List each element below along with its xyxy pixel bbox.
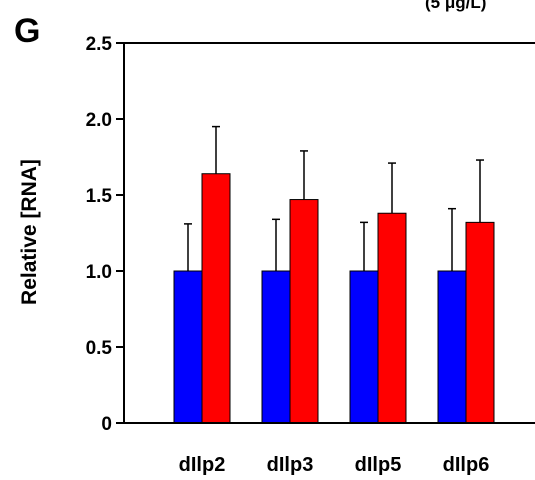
corner-annotation: (5 μg/L) (425, 0, 486, 12)
bar-dilp3-series-2 (289, 199, 319, 424)
error-bars-layer (184, 125, 484, 271)
category-label-dilp6: dIlp6 (443, 454, 490, 476)
panel-label: G (14, 12, 40, 50)
bar-dilp2-series-1 (173, 270, 203, 424)
bars-layer (173, 173, 495, 424)
y-tick-label: 1.5 (86, 186, 113, 207)
bar-dilp3-series-1 (261, 270, 291, 424)
axes-layer (116, 42, 535, 424)
x-category-labels: dIlp2 dIlp3 dIlp5 dIlp6 (179, 454, 490, 476)
category-label-dilp2: dIlp2 (179, 454, 226, 476)
y-tick-label: 2.5 (86, 34, 113, 55)
bar-dilp5-series-1 (349, 270, 379, 424)
y-ticks-layer: 0 0.5 1.0 1.5 2.0 2.5 (86, 34, 124, 435)
bar-dilp6-series-1 (437, 270, 467, 424)
category-label-dilp5: dIlp5 (355, 454, 402, 476)
y-tick-label: 1.0 (86, 262, 112, 283)
y-tick-label: 2.0 (86, 110, 112, 131)
y-tick-label: 0.5 (86, 338, 113, 359)
bar-dilp5-series-2 (377, 212, 407, 424)
y-axis-title: Relative [RNA] (18, 159, 41, 305)
bar-dilp6-series-2 (465, 221, 495, 424)
bar-dilp2-series-2 (201, 173, 231, 424)
category-label-dilp3: dIlp3 (267, 454, 314, 476)
y-tick-label: 0 (101, 414, 112, 435)
